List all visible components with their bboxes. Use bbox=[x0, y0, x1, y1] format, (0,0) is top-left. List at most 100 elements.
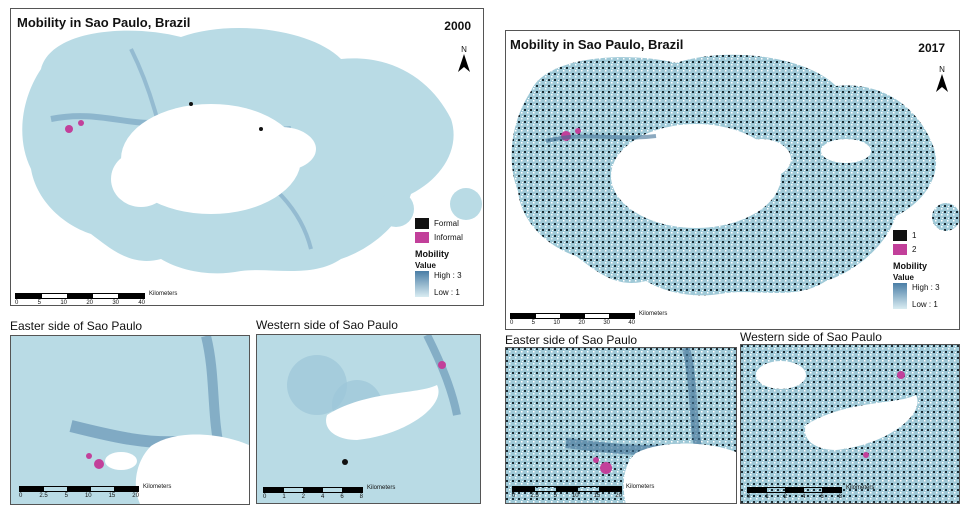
satellite-area bbox=[321, 219, 351, 249]
scale-tick: 6 bbox=[340, 494, 344, 500]
informal-cluster bbox=[86, 453, 92, 459]
informal-cluster bbox=[78, 120, 84, 126]
scale-tick: 10 bbox=[84, 493, 92, 499]
inset-map-area bbox=[257, 335, 480, 503]
informal-cluster bbox=[575, 128, 581, 134]
north-label: N bbox=[461, 45, 467, 54]
scale-tick: 40 bbox=[138, 300, 145, 306]
scale-tick: 1 bbox=[282, 494, 286, 500]
inset-map-area bbox=[506, 348, 736, 503]
satellite-area bbox=[932, 203, 959, 231]
scale-tick: 10 bbox=[60, 300, 67, 306]
scale-unit: Kilometers bbox=[143, 484, 172, 490]
scale-tick: 40 bbox=[628, 320, 635, 326]
scale-tick: 2.5 bbox=[530, 493, 539, 499]
scale-tick: 20 bbox=[578, 320, 585, 326]
legend-mobility-heading: Mobility bbox=[893, 261, 927, 271]
main-map-2017: Mobility in Sao Paulo, Brazil 2017 N 1 2… bbox=[505, 30, 960, 330]
north-arrow: N bbox=[934, 65, 950, 92]
scale-tick: 0 bbox=[263, 494, 267, 500]
legend-low: Low : 1 bbox=[434, 288, 460, 297]
scale-tick: 1 bbox=[765, 494, 769, 500]
inset-title-east: Easter side of Sao Paulo bbox=[505, 333, 638, 347]
scale-tick: 20 bbox=[132, 493, 139, 499]
scale-tick: 2 bbox=[783, 494, 787, 500]
scale-tick: 2.5 bbox=[39, 493, 48, 499]
scale-tick: 0 bbox=[510, 320, 514, 326]
high-mobility-corridor bbox=[545, 134, 657, 143]
formal-cluster bbox=[342, 459, 348, 465]
satellite-area bbox=[848, 201, 884, 237]
legend-class-2: 2 bbox=[912, 244, 917, 254]
inset-map-area bbox=[741, 345, 959, 503]
formal-cluster bbox=[259, 127, 263, 131]
legend-class-1: Formal bbox=[434, 218, 459, 228]
legend-mobility-heading: Mobility bbox=[415, 249, 449, 259]
scale-tick: 0 bbox=[747, 494, 751, 500]
high-mobility-corridor bbox=[423, 335, 461, 416]
inset-map-area bbox=[11, 336, 249, 504]
inset-map-east-2000: 0 2.5 5 10 15 20 Kilometers bbox=[10, 335, 250, 505]
satellite-area bbox=[792, 227, 820, 255]
scale-unit: Kilometers bbox=[626, 484, 655, 490]
scale-unit: Kilometers bbox=[367, 485, 396, 491]
scale-tick: 8 bbox=[359, 494, 363, 500]
satellite-area bbox=[450, 188, 482, 220]
scale-unit: Kilometers bbox=[149, 291, 178, 297]
urban-core bbox=[111, 151, 171, 207]
urban-core bbox=[805, 395, 918, 450]
north-arrow-icon bbox=[936, 74, 948, 92]
scale-tick: 5 bbox=[37, 300, 41, 306]
map-year: 2017 bbox=[918, 41, 945, 55]
scale-bar: 0 2.5 5 10 15 20 Kilometers bbox=[512, 484, 654, 499]
legend-high: High : 3 bbox=[434, 271, 462, 280]
informal-cluster bbox=[600, 462, 612, 474]
map-area-2017 bbox=[511, 54, 959, 296]
north-arrow-icon bbox=[458, 54, 470, 72]
urban-core bbox=[731, 139, 791, 179]
scale-tick: 6 bbox=[820, 494, 824, 500]
urban-core bbox=[135, 434, 249, 504]
scale-tick: 0 bbox=[512, 493, 516, 499]
map-area-2000 bbox=[22, 28, 482, 274]
formal-cluster bbox=[189, 102, 193, 106]
scale-tick: 20 bbox=[86, 300, 93, 306]
scale-tick: 2 bbox=[301, 494, 305, 500]
mobility-zone bbox=[287, 355, 347, 415]
north-arrow: N bbox=[456, 45, 472, 72]
legend-value-heading: Value bbox=[893, 273, 914, 282]
legend-low: Low : 1 bbox=[912, 300, 938, 309]
scale-tick: 10 bbox=[571, 493, 579, 499]
legend-class-2: Informal bbox=[434, 232, 463, 242]
scale-bar: 0 1 2 4 6 8 Kilometers bbox=[263, 485, 395, 500]
map-title: Mobility in Sao Paulo, Brazil bbox=[510, 37, 684, 52]
informal-cluster bbox=[897, 371, 905, 379]
legend-value-heading: Value bbox=[415, 261, 436, 270]
scale-tick: 4 bbox=[801, 494, 806, 500]
scale-tick: 5 bbox=[64, 493, 68, 499]
scale-unit: Kilometers bbox=[639, 311, 668, 317]
main-map-2000: Mobility in Sao Paulo, Brazil 2000 N For… bbox=[10, 8, 484, 306]
informal-cluster bbox=[94, 459, 104, 469]
informal-cluster bbox=[863, 452, 869, 458]
scale-bar: 0 5 10 20 30 40 Kilometers bbox=[15, 291, 177, 306]
scale-tick: 15 bbox=[108, 493, 116, 499]
scale-tick: 5 bbox=[531, 320, 535, 326]
map-legend: Formal Informal Mobility Value High : 3 … bbox=[415, 216, 463, 297]
inset-title-west: Western side of Sao Paulo bbox=[256, 318, 398, 332]
legend-color-ramp bbox=[893, 283, 907, 309]
urban-core bbox=[821, 139, 871, 163]
urban-core bbox=[756, 361, 806, 389]
inset-map-east-2017: 0 2.5 5 10 15 20 Kilometers bbox=[505, 347, 737, 504]
inset-title-east: Easter side of Sao Paulo bbox=[10, 319, 143, 333]
north-label: N bbox=[939, 65, 945, 74]
urban-core bbox=[326, 385, 439, 440]
scale-bar: 0 5 10 20 30 40 Kilometers bbox=[510, 311, 667, 326]
informal-cluster bbox=[593, 457, 599, 463]
urban-core bbox=[246, 127, 316, 171]
inset-map-west-2017: 0 1 2 4 6 8 Kilometers bbox=[740, 344, 960, 504]
map-title: Mobility in Sao Paulo, Brazil bbox=[17, 15, 191, 30]
legend-color-ramp bbox=[415, 271, 429, 297]
inset-title-west: Western side of Sao Paulo bbox=[740, 330, 882, 344]
urban-core bbox=[105, 452, 137, 470]
